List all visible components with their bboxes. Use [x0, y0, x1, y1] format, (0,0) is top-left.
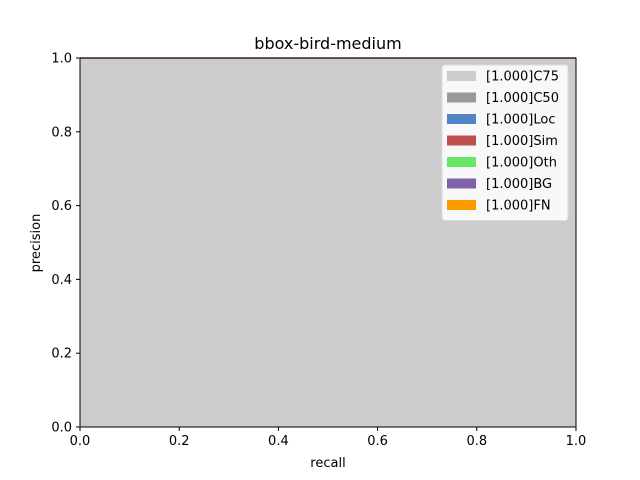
legend-swatch-5 — [447, 178, 476, 189]
plot-area — [80, 57, 576, 427]
chart-title: bbox-bird-medium — [254, 34, 401, 53]
legend-label-3: [1.000]Sim — [486, 134, 558, 149]
x-tick-label-4: 0.8 — [466, 434, 487, 449]
legend-swatch-4 — [447, 157, 476, 167]
y-tick-label-4: 0.8 — [51, 125, 72, 140]
legend: [1.000]C75 [1.000]C50 [1.000]Loc [1.000]Sim… — [441, 64, 569, 221]
legend-label-4: [1.000]Oth — [486, 156, 557, 171]
axes-frame — [79, 57, 577, 428]
y-tick-label-1: 0.2 — [51, 347, 72, 362]
x-axis-label: recall — [310, 456, 345, 471]
legend-label-2: [1.000]Loc — [486, 113, 555, 128]
y-tick-label-3: 0.6 — [51, 199, 72, 214]
x-tick-label-1: 0.2 — [169, 434, 190, 449]
legend-swatch-1 — [447, 92, 476, 103]
x-tick-label-5: 1.0 — [566, 434, 587, 449]
legend-swatch-3 — [447, 135, 476, 146]
y-axis-label: precision — [29, 214, 44, 273]
legend-label-1: [1.000]C50 — [486, 91, 559, 106]
legend-swatch-6 — [447, 200, 476, 210]
legend-swatch-0 — [447, 71, 476, 81]
legend-label-0: [1.000]C75 — [486, 70, 559, 85]
y-tick-label-0: 0.0 — [51, 421, 72, 436]
axes: 0.0 0.2 0.4 0.6 0.8 1.0 0.0 0.2 0.4 0.6 0.8 1.0 — [51, 52, 586, 450]
x-tick-label-2: 0.4 — [268, 434, 289, 449]
y-tick-label-2: 0.4 — [51, 273, 72, 288]
y-tick-label-5: 1.0 — [51, 52, 72, 67]
x-tick-label-3: 0.6 — [367, 434, 388, 449]
x-tick-label-0: 0.0 — [70, 434, 91, 449]
legend-swatch-2 — [447, 114, 476, 124]
legend-label-6: [1.000]FN — [486, 199, 551, 214]
legend-label-5: [1.000]BG — [486, 177, 552, 192]
